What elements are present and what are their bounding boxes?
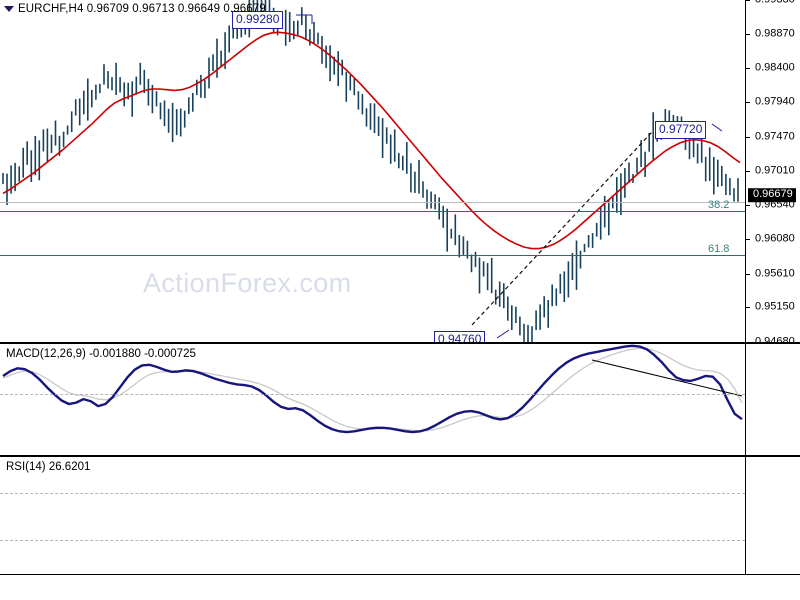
price-tick-label: 0.97940 [755, 95, 795, 108]
rsi-plot-area[interactable] [0, 457, 745, 574]
symbol-ohlc-label: EURCHF,H4 0.96709 0.96713 0.96649 0.9667… [18, 3, 266, 15]
chevron-down-icon[interactable] [4, 6, 14, 12]
macd-title: MACD(12,26,9) -0.001880 -0.000725 [6, 348, 196, 360]
rsi-panel: RSI(14) 26.6201 [0, 457, 800, 575]
time-axis [0, 575, 800, 600]
macd-panel: MACD(12,26,9) -0.001880 -0.000725 [0, 344, 800, 457]
price-tick-mark [746, 342, 750, 343]
swing-high-2-tag: 0.97720 [655, 121, 707, 139]
fib-label-61-8: 61.8 [708, 243, 730, 255]
swing-low-tag: 0.94760 [434, 331, 486, 342]
macd-series-svg [2, 344, 743, 434]
price-plot-area[interactable]: ActionForex.com 0.99280 0.97720 0.94760 … [0, 0, 745, 342]
price-tick-mark [746, 170, 750, 172]
price-tick-label: 0.97470 [755, 130, 795, 143]
current-price-label: 0.96679 [748, 188, 796, 202]
rsi-oversold-line [0, 540, 745, 541]
price-tick-mark [746, 68, 750, 70]
rsi-overbought-line [0, 493, 745, 494]
price-tick-mark [746, 136, 750, 138]
price-series-svg [2, 0, 741, 342]
macd-zero-line [0, 394, 745, 395]
rsi-axis [745, 457, 800, 574]
price-tick-label: 0.96540 [755, 198, 795, 211]
price-tick-label: 0.98870 [755, 27, 795, 40]
macd-plot-area[interactable] [0, 344, 745, 455]
price-tick-label: 0.97010 [755, 164, 795, 177]
rsi-series-svg [0, 457, 745, 573]
price-tick-mark [746, 273, 750, 275]
price-tick-label: 0.98400 [755, 61, 795, 74]
price-tick-mark [746, 0, 750, 1]
swing-high-tag: 0.99280 [232, 11, 284, 29]
fib-label-38-2: 38.2 [708, 199, 730, 211]
price-tick-label: 0.99330 [755, 0, 795, 6]
price-tick-mark [746, 307, 750, 309]
price-tick-mark [746, 33, 750, 35]
fib-line-61-8 [0, 255, 745, 256]
price-tick-label: 0.96080 [755, 232, 795, 245]
macd-axis [745, 344, 800, 455]
price-tick-label: 0.95150 [755, 300, 795, 313]
price-panel: ActionForex.com 0.99280 0.97720 0.94760 … [0, 0, 800, 347]
price-tick-mark [746, 239, 750, 241]
fib-line-38-2 [0, 211, 745, 212]
price-tick-label: 0.95610 [755, 267, 795, 280]
price-tick-mark [746, 205, 750, 207]
price-axis[interactable]: 0.99330 0.98870 0.98400 0.97940 0.97470 0.970… [745, 0, 800, 347]
crosshair-horizontal-line [0, 202, 745, 203]
price-tick-mark [746, 102, 750, 104]
price-tick-label: 0.94680 [755, 335, 795, 348]
rsi-title: RSI(14) 26.6201 [6, 461, 91, 473]
watermark: ActionForex.com [143, 268, 352, 298]
